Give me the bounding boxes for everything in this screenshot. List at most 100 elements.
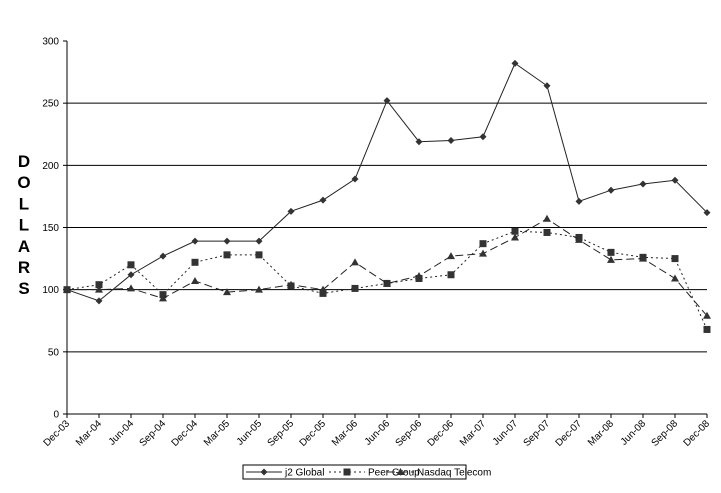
diamond-marker — [127, 271, 135, 279]
y-axis-label-letter: L — [19, 194, 29, 213]
triangle-marker — [447, 252, 455, 260]
square-marker — [543, 228, 551, 236]
y-axis-label-letter: O — [17, 173, 30, 192]
y-tick-label: 250 — [42, 99, 59, 110]
x-tick-label: Mar-07 — [458, 418, 488, 448]
square-marker — [343, 468, 351, 476]
x-tick-label: Dec-05 — [298, 418, 329, 449]
square-marker — [191, 258, 199, 266]
series-j2-global — [63, 59, 711, 305]
x-tick-label: Mar-06 — [330, 418, 360, 448]
x-tick-label: Dec-07 — [554, 418, 585, 449]
x-tick-label: Jun-05 — [235, 418, 265, 448]
y-tick-label: 50 — [48, 347, 60, 358]
legend-label: j2 Global — [284, 468, 324, 479]
y-tick-label: 200 — [42, 161, 59, 172]
x-tick-label: Sep-04 — [138, 418, 169, 449]
triangle-marker — [639, 254, 647, 262]
diamond-marker — [159, 252, 167, 260]
square-marker — [607, 248, 615, 256]
y-tick-label: 0 — [53, 410, 59, 421]
x-tick-label: Jun-04 — [107, 418, 137, 448]
diamond-marker — [607, 186, 615, 194]
triangle-marker — [63, 285, 71, 293]
triangle-marker — [95, 285, 103, 293]
square-marker — [351, 284, 359, 292]
square-marker — [127, 261, 135, 269]
x-tick-label: Jun-08 — [619, 418, 649, 448]
x-tick-label: Mar-08 — [586, 418, 616, 448]
triangle-marker — [607, 255, 615, 263]
square-marker — [223, 251, 231, 259]
diamond-marker — [671, 176, 679, 184]
series-line — [67, 218, 708, 317]
x-tick-label: Jun-06 — [363, 418, 393, 448]
x-tick-label: Jun-07 — [491, 418, 521, 448]
square-marker — [95, 281, 103, 289]
square-marker — [479, 240, 487, 248]
diamond-marker — [260, 468, 268, 476]
diamond-marker — [95, 297, 103, 305]
diamond-marker — [447, 136, 455, 144]
x-tick-label: Dec-08 — [682, 418, 713, 449]
series-nasdaq-telecom — [63, 214, 711, 319]
diamond-marker — [255, 237, 263, 245]
diamond-marker — [543, 82, 551, 90]
y-axis-label-letter: L — [19, 216, 29, 235]
diamond-marker — [511, 59, 519, 67]
x-tick-label: Dec-04 — [170, 418, 201, 449]
diamond-marker — [703, 209, 711, 217]
square-marker — [447, 271, 455, 279]
y-axis-label-letter: S — [18, 279, 29, 298]
triangle-marker — [127, 284, 135, 292]
diamond-marker — [223, 237, 231, 245]
x-tick-label: Sep-08 — [650, 418, 681, 449]
triangle-marker — [351, 258, 359, 266]
triangle-marker — [383, 279, 391, 287]
diamond-marker — [383, 97, 391, 105]
diamond-marker — [191, 237, 199, 245]
diamond-marker — [351, 175, 359, 183]
square-marker — [255, 251, 263, 259]
gridlines — [67, 102, 707, 353]
y-axis-ticks: 0 50 100 150 200 250 300 — [42, 37, 67, 421]
triangle-marker — [511, 233, 519, 241]
diamond-marker — [287, 207, 295, 215]
triangle-marker — [191, 276, 199, 284]
triangle-marker — [479, 249, 487, 257]
diamond-marker — [319, 196, 327, 204]
x-tick-label: Dec-06 — [426, 418, 457, 449]
x-tick-label: Mar-05 — [202, 418, 232, 448]
y-axis-label-letter: A — [18, 237, 30, 256]
y-tick-label: 300 — [42, 37, 59, 48]
square-marker — [671, 255, 679, 263]
y-tick-label: 150 — [42, 223, 59, 234]
x-tick-label: Sep-05 — [266, 418, 297, 449]
diamond-marker — [575, 197, 583, 205]
triangle-marker — [671, 274, 679, 282]
triangle-marker — [543, 214, 551, 222]
diamond-marker — [479, 133, 487, 141]
triangle-marker — [159, 294, 167, 302]
y-axis-label-letter: R — [18, 258, 30, 277]
legend-label: Peer Group — [368, 468, 420, 479]
triangle-marker — [703, 311, 711, 319]
triangle-marker — [223, 288, 231, 296]
square-marker — [703, 325, 711, 333]
legend-label: Nasdaq Telecom — [417, 468, 491, 479]
x-tick-label: Mar-04 — [74, 418, 104, 448]
x-tick-label: Sep-06 — [394, 418, 425, 449]
y-axis-label-letter: D — [18, 152, 30, 171]
triangle-marker — [287, 280, 295, 288]
triangle-marker — [575, 235, 583, 243]
triangle-marker — [255, 285, 263, 293]
triangle-marker — [415, 271, 423, 279]
square-marker — [319, 289, 327, 297]
x-axis-ticks: Dec-03 Mar-04 Jun-04 Sep-04 Dec-04 Mar-05 Jun-… — [42, 414, 713, 449]
diamond-marker — [639, 180, 647, 188]
x-tick-label: Sep-07 — [522, 418, 553, 449]
triangle-marker — [396, 468, 405, 475]
